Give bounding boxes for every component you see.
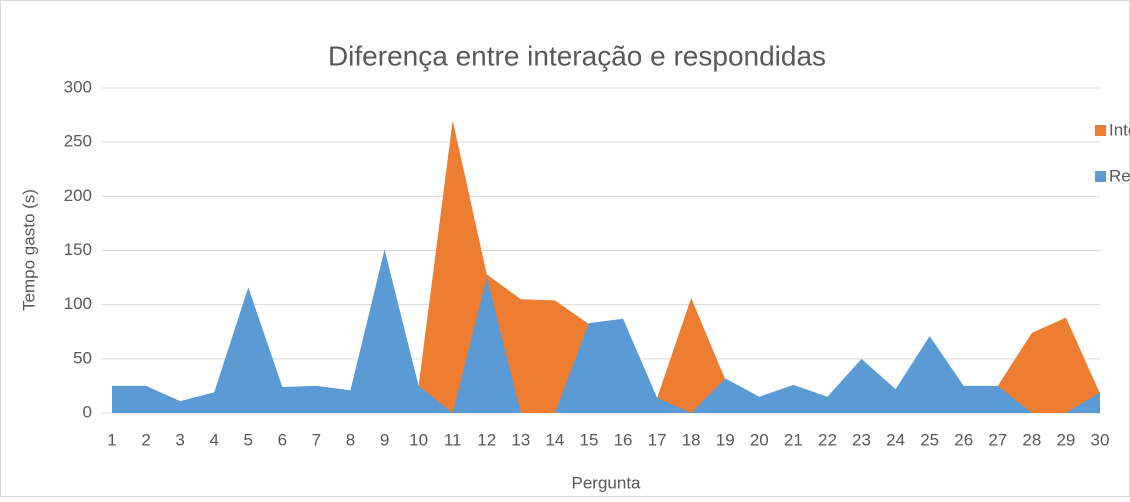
x-tick-label: 3: [175, 430, 184, 449]
legend-swatch: [1095, 171, 1106, 182]
x-tick-label: 15: [580, 430, 599, 449]
y-tick-label: 300: [64, 77, 92, 96]
x-tick-label: 21: [784, 430, 803, 449]
x-tick-label: 6: [278, 430, 287, 449]
x-tick-label: 18: [682, 430, 701, 449]
x-tick-label: 4: [209, 430, 218, 449]
x-tick-label: 16: [614, 430, 633, 449]
x-axis-label: Pergunta: [572, 473, 642, 492]
x-tick-label: 1: [107, 430, 116, 449]
x-tick-label: 5: [244, 430, 253, 449]
x-tick-label: 10: [409, 430, 428, 449]
x-tick-label: 29: [1056, 430, 1075, 449]
area: [112, 249, 1100, 413]
x-tick-label: 26: [954, 430, 973, 449]
x-tick-label: 14: [545, 430, 564, 449]
legend-label: Respondidas: [1109, 166, 1130, 185]
x-tick-label: 23: [852, 430, 871, 449]
x-tick-label: 11: [444, 430, 462, 449]
x-tick-label: 19: [716, 430, 735, 449]
x-tick-label: 28: [1022, 430, 1041, 449]
y-tick-label: 250: [64, 132, 92, 151]
x-tick-label: 9: [380, 430, 389, 449]
y-tick-label: 150: [64, 240, 92, 259]
x-tick-label: 2: [141, 430, 150, 449]
x-tick-label: 27: [988, 430, 1007, 449]
y-tick-label: 50: [73, 348, 92, 367]
x-tick-label: 13: [511, 430, 530, 449]
x-tick-label: 12: [477, 430, 496, 449]
chart-title: Diferença entre interação e respondidas: [328, 40, 826, 71]
y-tick-label: 200: [64, 186, 92, 205]
x-tick-label: 30: [1091, 430, 1110, 449]
x-tick-label: 7: [312, 430, 321, 449]
y-tick-label: 0: [83, 402, 92, 421]
y-axis-label: Tempo gasto (s): [19, 189, 38, 311]
x-tick-label: 8: [346, 430, 355, 449]
y-tick-label: 100: [64, 294, 92, 313]
x-tick-label: 22: [818, 430, 837, 449]
x-tick-label: 17: [648, 430, 667, 449]
x-tick-label: 24: [886, 430, 905, 449]
x-tick-label: 20: [750, 430, 769, 449]
legend-swatch: [1095, 125, 1106, 136]
x-tick-label: 25: [920, 430, 939, 449]
legend-label: Interação: [1109, 120, 1130, 139]
area: [112, 120, 1100, 413]
